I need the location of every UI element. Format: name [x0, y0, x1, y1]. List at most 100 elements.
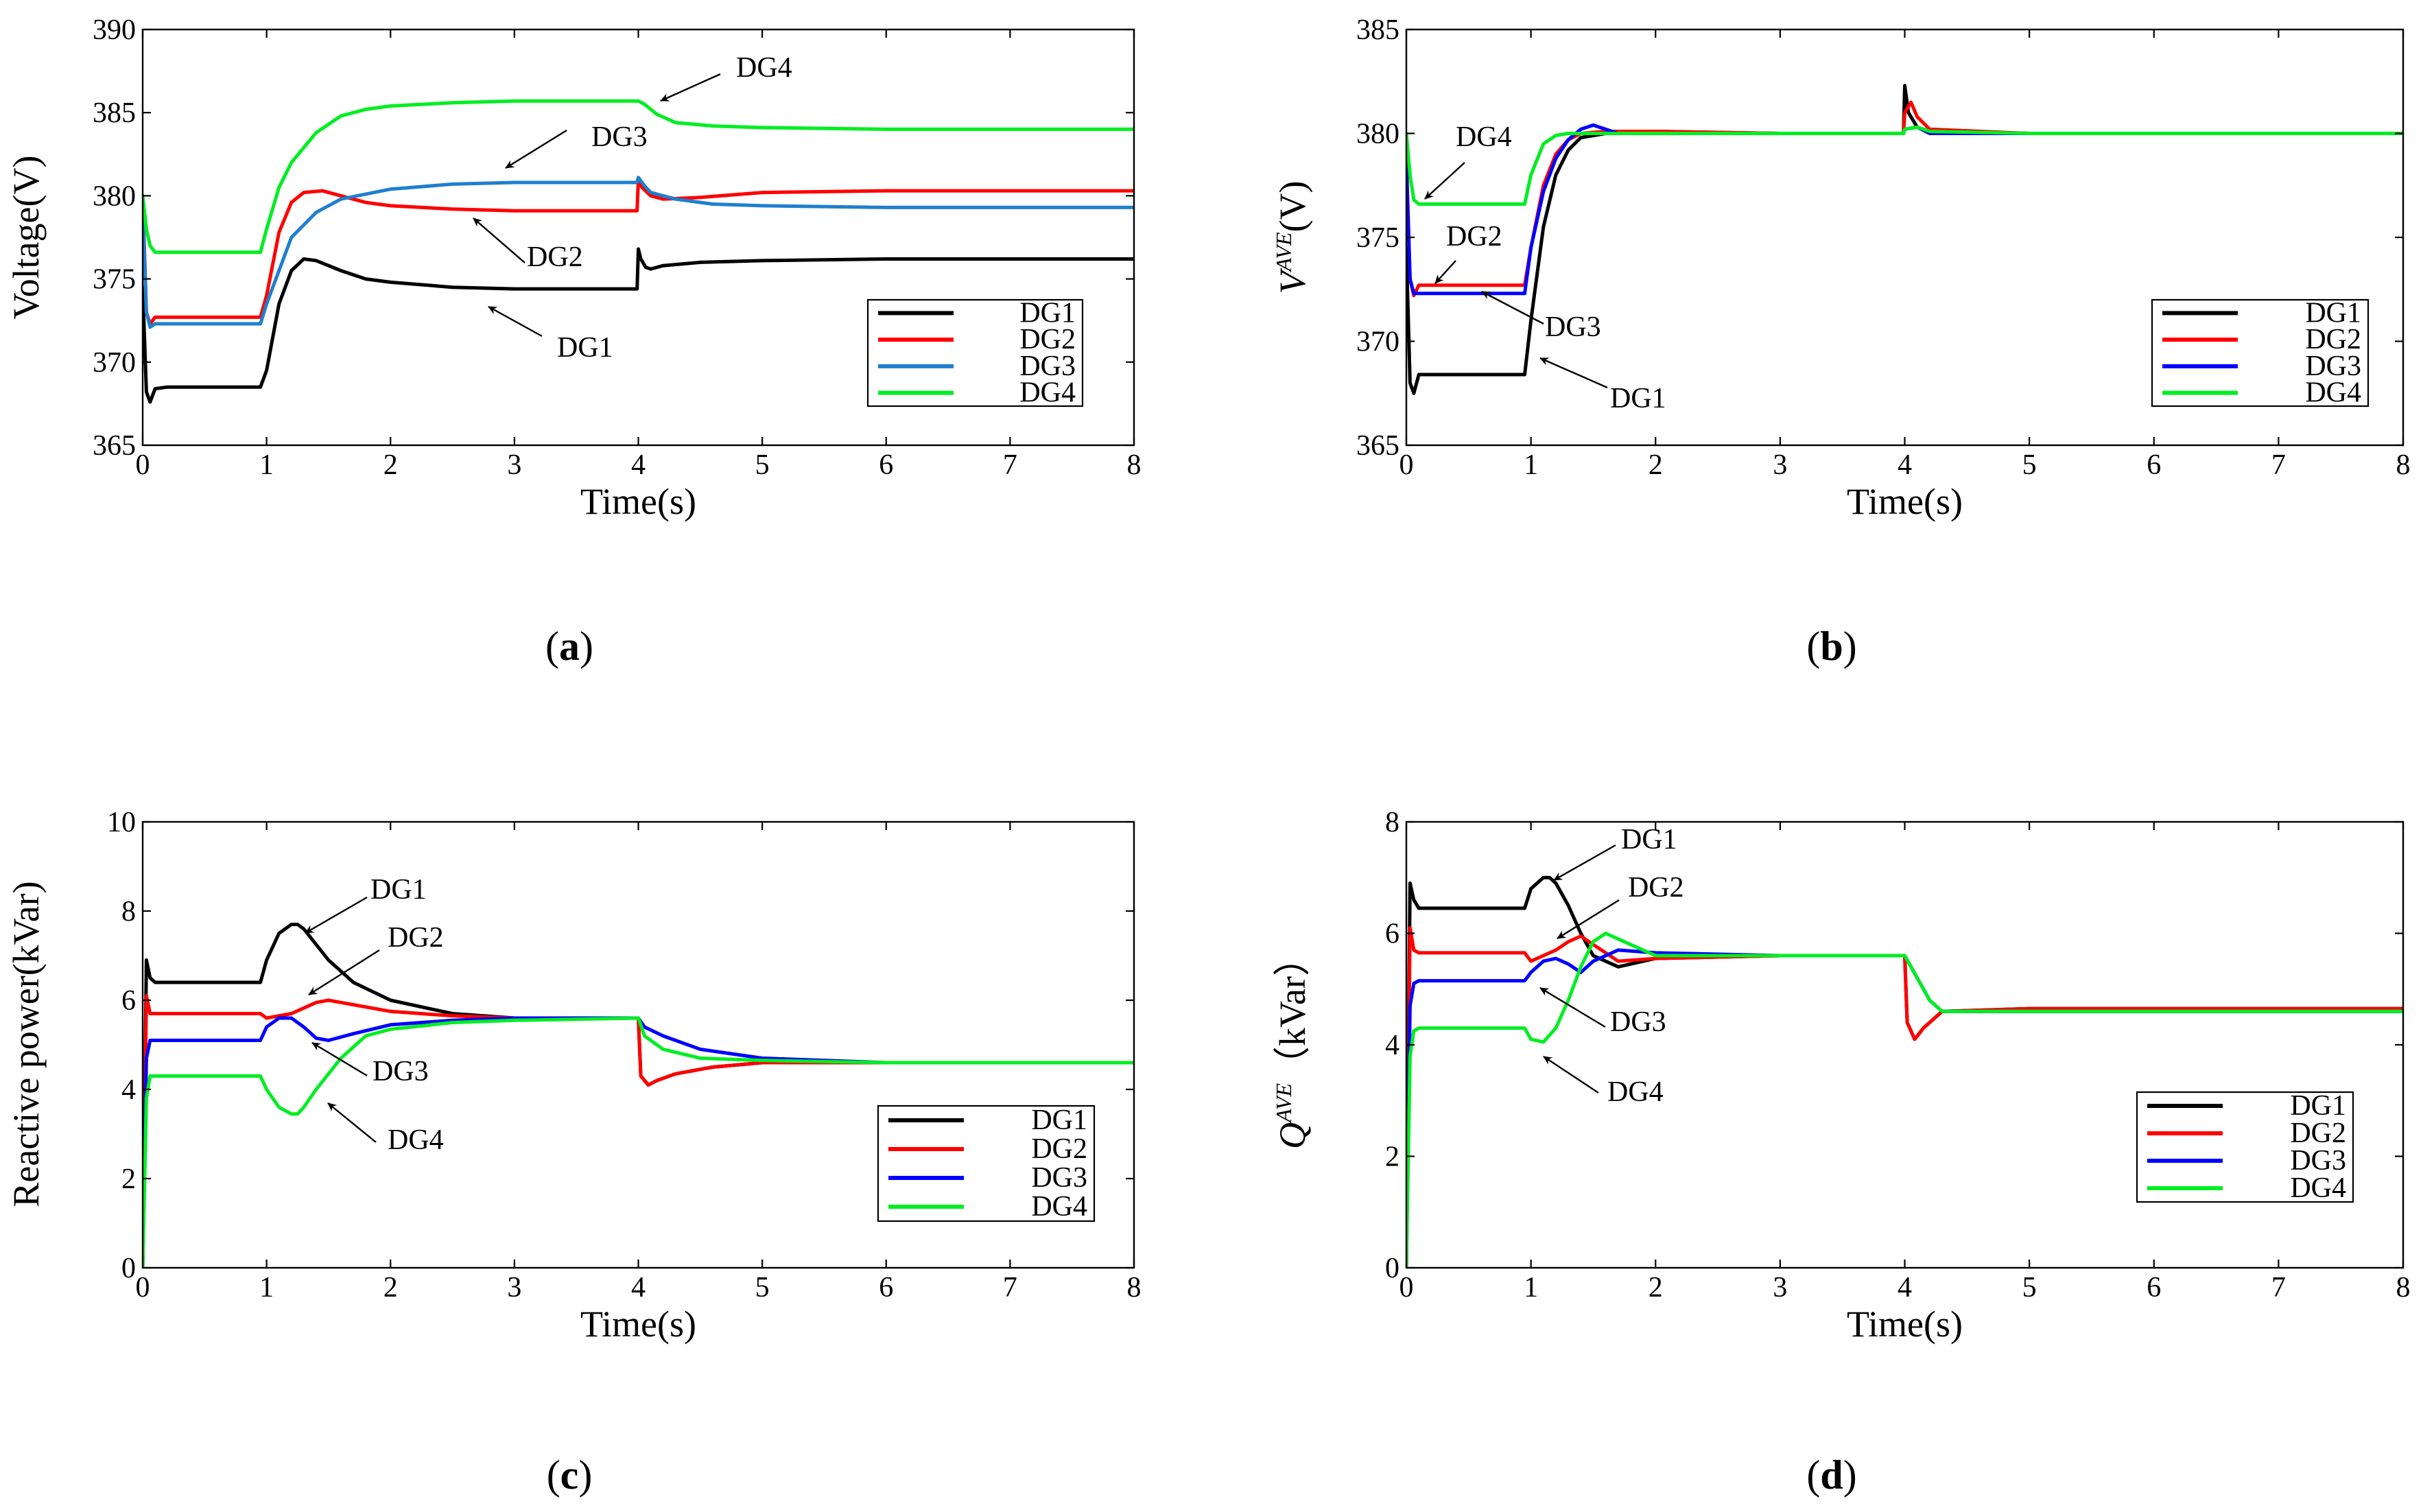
- annotation-arrow: [1557, 899, 1620, 940]
- series-line-dg4: [1406, 125, 2403, 206]
- chart-panel-b: 0 1 2 3 4 5 6 7 8 365 370 375 380 385 Time(s) VAVE(V) DG…: [1271, 14, 2411, 669]
- legend-label-dg4: DG4: [2290, 1172, 2346, 1204]
- series-line-dg4: [143, 1016, 1134, 1268]
- y-tick-label: 385: [1356, 14, 1399, 46]
- x-tick-label: 2: [1649, 1272, 1663, 1303]
- series-group: [1406, 84, 2403, 395]
- y-tick-label: 8: [121, 896, 136, 928]
- legend-box: [2151, 298, 2370, 407]
- annotation-dg2: DG2: [388, 922, 444, 954]
- x-tick-label: 6: [2147, 1272, 2161, 1303]
- panel-label: (b): [1806, 624, 1856, 669]
- chart-panel-c: 0 1 2 3 4 5 6 7 8 0 2 4 6 8 10 Time(s) Reactive power(kV…: [5, 807, 1142, 1498]
- x-tick-label: 1: [1524, 1272, 1538, 1303]
- x-tick-label: 5: [2022, 449, 2037, 481]
- x-tick-label: 4: [1898, 449, 1912, 481]
- annotation-arrow: [1481, 290, 1544, 325]
- series-group: [1406, 875, 2403, 1268]
- annotation-dg3: DG3: [373, 1056, 429, 1087]
- x-tick-label: 6: [2147, 449, 2161, 481]
- y-tick-label: 380: [1356, 119, 1399, 150]
- legend-label-dg1: DG1: [2305, 297, 2361, 329]
- x-tick-label: 3: [1773, 449, 1787, 481]
- series-line-dg3: [143, 176, 1134, 329]
- y-axis-label: VAVE(V): [1271, 180, 1313, 294]
- annotation-dg1: DG1: [557, 332, 613, 364]
- annotation-arrow: [660, 73, 721, 102]
- y-tick-label: 385: [93, 97, 136, 129]
- x-tick-label: 7: [2271, 449, 2286, 481]
- annotation-arrow: [1424, 162, 1465, 200]
- series-group: [143, 99, 1134, 404]
- x-tick-label: 5: [2022, 1272, 2037, 1303]
- y-tick-label: 370: [93, 347, 136, 379]
- legend-label-dg1: DG1: [2290, 1090, 2346, 1122]
- x-tick-label: 0: [136, 1272, 150, 1303]
- x-tick-label: 4: [631, 449, 646, 481]
- legend-box: [2136, 1091, 2354, 1203]
- x-tick-label: 1: [259, 449, 274, 481]
- legend-label-dg2: DG2: [1031, 1133, 1087, 1165]
- y-tick-label: 2: [121, 1163, 136, 1195]
- annotation-arrow: [308, 949, 380, 996]
- series-line-dg4: [1406, 932, 2403, 1268]
- series-group: [143, 923, 1134, 1268]
- x-tick-label: 1: [1524, 449, 1538, 481]
- x-tick-label: 8: [1127, 449, 1142, 481]
- x-axis-label: Time(s): [580, 481, 696, 522]
- x-tick-label: 8: [1127, 1272, 1142, 1303]
- x-tick-label: 5: [755, 1272, 770, 1303]
- series-line-dg2: [143, 994, 1134, 1268]
- y-axis-label: Voltage(V): [5, 156, 47, 320]
- annotation-dg4: DG4: [736, 52, 792, 84]
- x-tick-label: 0: [1399, 449, 1414, 481]
- series-line-dg1: [1406, 875, 2403, 1268]
- legend-label-dg4: DG4: [1019, 377, 1076, 409]
- legend-label-dg3: DG3: [2290, 1145, 2346, 1177]
- x-tick-label: 3: [507, 1272, 521, 1303]
- annotation-arrow: [1543, 1055, 1599, 1094]
- y-tick-label: 375: [1356, 222, 1399, 254]
- legend-label-dg3: DG3: [1031, 1162, 1087, 1194]
- annotation-dg3: DG3: [1545, 311, 1601, 343]
- x-tick-label: 0: [1399, 1272, 1414, 1303]
- legend-box: [866, 298, 1084, 407]
- annotation-dg1: DG1: [1621, 824, 1677, 855]
- annotation-arrow: [1539, 987, 1606, 1028]
- legend-label-dg2: DG2: [1019, 324, 1076, 355]
- annotation-dg1: DG1: [370, 874, 427, 906]
- legend-label-dg2: DG2: [2290, 1118, 2346, 1149]
- y-tick-label: 0: [1385, 1253, 1399, 1284]
- panel-label: (c): [547, 1452, 593, 1498]
- legend-box: [877, 1105, 1096, 1222]
- y-tick-label: 6: [121, 985, 136, 1017]
- annotation-dg4: DG4: [1607, 1076, 1664, 1108]
- y-axis-label: QAVE（kVar）: [1271, 939, 1313, 1149]
- x-tick-label: 1: [259, 1272, 274, 1303]
- x-tick-label: 5: [755, 449, 770, 481]
- legend-label-dg3: DG3: [1019, 351, 1076, 382]
- annotation-arrow: [488, 305, 543, 338]
- x-tick-label: 7: [1003, 449, 1017, 481]
- y-tick-label: 365: [1356, 430, 1399, 462]
- y-tick-label: 380: [93, 180, 136, 212]
- annotation-arrow: [1539, 357, 1608, 389]
- x-tick-label: 4: [631, 1272, 646, 1303]
- x-tick-label: 8: [2396, 449, 2411, 481]
- x-tick-label: 3: [507, 449, 521, 481]
- chart-panel-d: 0 1 2 3 4 5 6 7 802468Time(s)QAVE（kVar）DG1DG2DG3…: [1271, 807, 2411, 1498]
- series-line-dg3: [1406, 123, 2403, 296]
- x-tick-label: 2: [383, 1272, 398, 1303]
- panel-label: (d): [1806, 1452, 1856, 1498]
- series-line-dg2: [1406, 100, 2403, 298]
- chart-panel-a: 0 1 2 3 4 5 6 7 8 365 370 375 380 385 390 Time(s) Voltag…: [5, 14, 1142, 669]
- annotation-arrow: [1434, 260, 1456, 284]
- series-line-dg4: [143, 99, 1134, 255]
- x-tick-label: 6: [879, 1272, 893, 1303]
- annotation-arrow: [1553, 844, 1616, 882]
- legend-label-dg1: DG1: [1031, 1105, 1087, 1136]
